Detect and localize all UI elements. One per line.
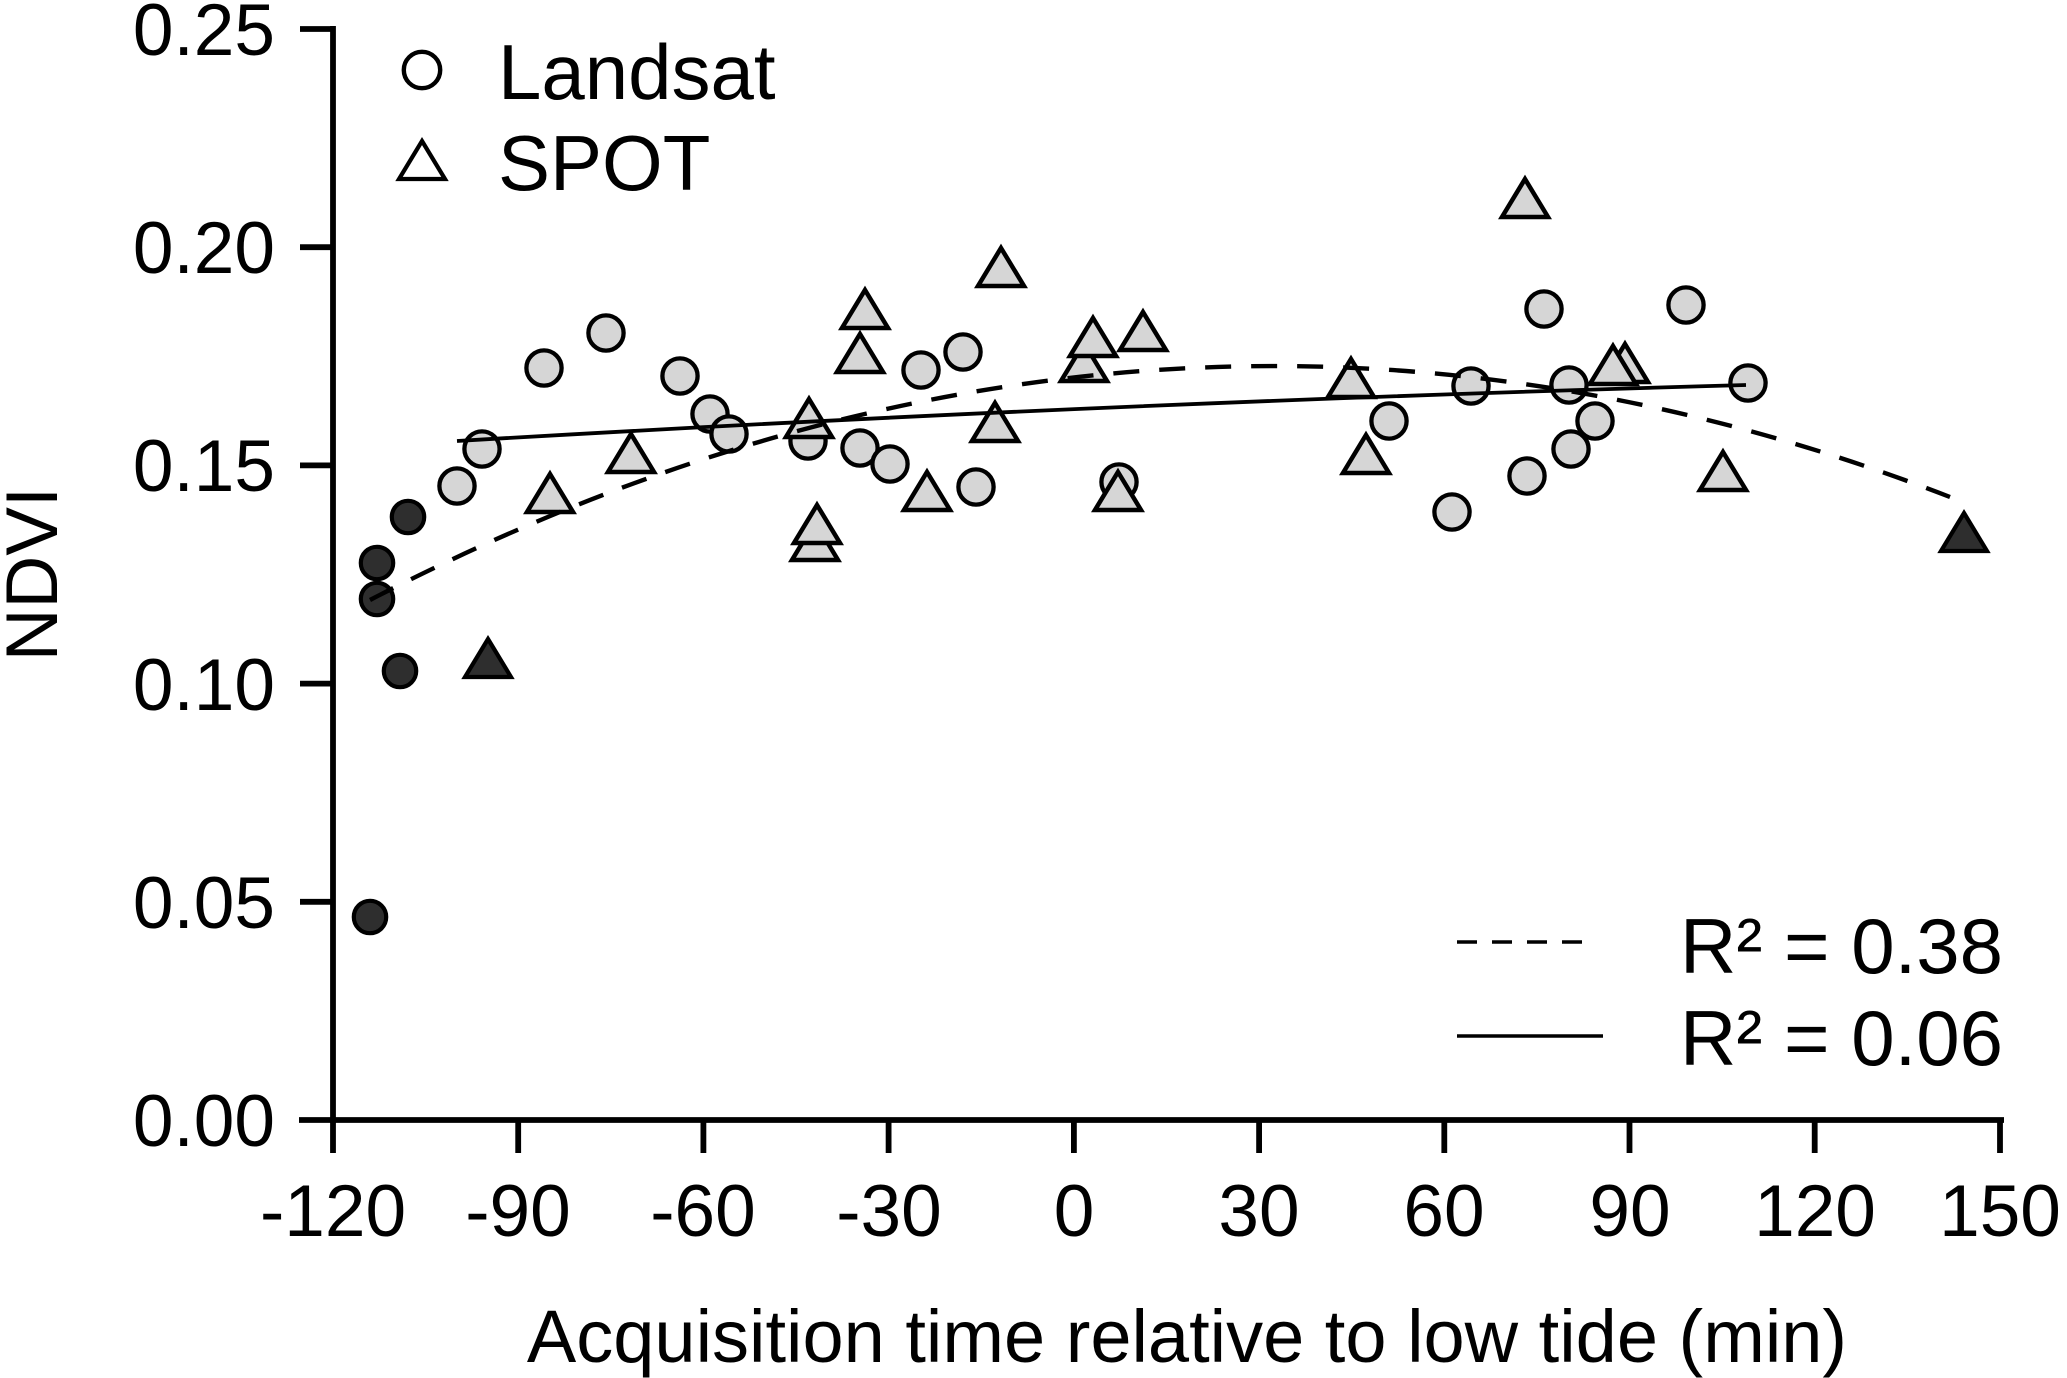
svg-text:0.20: 0.20 [133, 208, 275, 289]
svg-text:0.00: 0.00 [133, 1081, 275, 1162]
svg-text:SPOT: SPOT [498, 119, 710, 207]
svg-text:-60: -60 [650, 1171, 756, 1252]
svg-text:NDVI: NDVI [0, 487, 73, 661]
svg-text:-90: -90 [465, 1171, 571, 1252]
svg-text:0: 0 [1054, 1171, 1095, 1252]
svg-text:0.10: 0.10 [133, 645, 275, 726]
svg-text:0.15: 0.15 [133, 426, 275, 507]
svg-text:0.05: 0.05 [133, 863, 275, 944]
svg-text:Acquisition time relative to l: Acquisition time relative to low tide (m… [527, 1295, 1847, 1378]
svg-text:30: 30 [1218, 1171, 1299, 1252]
svg-text:Landsat: Landsat [498, 28, 776, 116]
svg-text:R² = 0.06: R² = 0.06 [1680, 994, 2003, 1082]
svg-text:-120: -120 [260, 1171, 406, 1252]
svg-text:90: 90 [1589, 1171, 1670, 1252]
svg-text:-30: -30 [836, 1171, 942, 1252]
svg-text:150: 150 [1939, 1171, 2061, 1252]
svg-text:120: 120 [1754, 1171, 1876, 1252]
svg-text:60: 60 [1403, 1171, 1484, 1252]
svg-text:0.25: 0.25 [133, 0, 275, 71]
svg-text:R² = 0.38: R² = 0.38 [1680, 902, 2003, 990]
